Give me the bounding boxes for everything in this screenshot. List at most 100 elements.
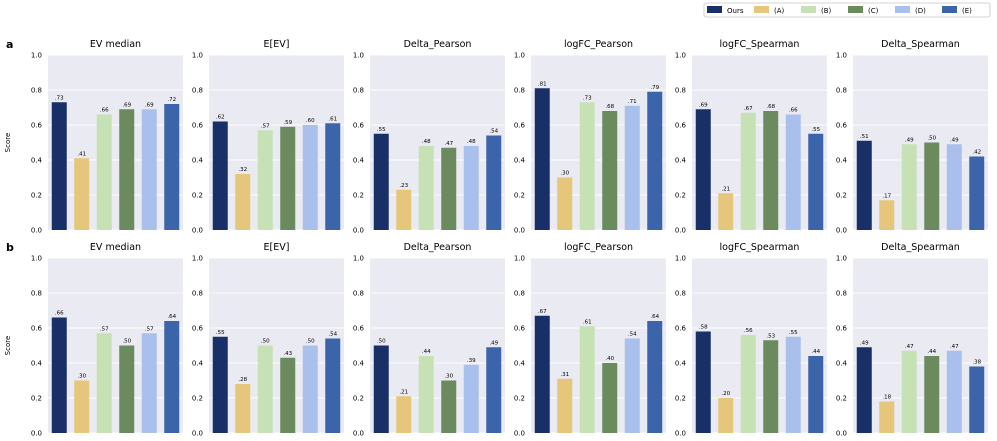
bar [856, 140, 872, 230]
bar [235, 384, 251, 433]
bar [51, 317, 67, 433]
subplot: 0.0 0.2 0.4 0.6 0.8 1.0 logFC_Spearman .58 .20 .5… [675, 242, 827, 438]
bar-value-label: .32 [238, 167, 247, 173]
plot-background [48, 55, 183, 230]
bar [647, 91, 663, 230]
bar [740, 112, 756, 230]
plot-background [531, 55, 666, 230]
bar-value-label: .79 [650, 85, 659, 91]
bar [441, 380, 457, 433]
bar [740, 335, 756, 433]
subplot-title: EV median [90, 39, 141, 50]
bar [486, 347, 502, 433]
bar-value-label: .73 [583, 95, 592, 101]
y-tick-label: 0.8 [192, 87, 203, 95]
y-tick-label: 0.2 [514, 395, 525, 403]
y-tick-label: 1.0 [836, 255, 847, 263]
bar-value-label: .30 [77, 374, 86, 380]
bar [763, 111, 779, 230]
legend-swatch [895, 6, 910, 13]
bar-value-label: .67 [538, 309, 547, 315]
y-tick-label: 0.8 [192, 290, 203, 298]
legend-swatch [848, 6, 863, 13]
bar-value-label: .47 [905, 344, 914, 350]
legend-item: Ours [707, 6, 744, 15]
legend-swatch [754, 6, 769, 13]
bar-value-label: .44 [422, 349, 431, 355]
y-tick-label: 0.4 [675, 360, 687, 368]
y-tick-label: 0.0 [836, 430, 847, 438]
bar-value-label: .61 [328, 116, 337, 122]
bar-value-label: .57 [261, 123, 270, 129]
subplot-title: Delta_Spearman [881, 242, 960, 253]
plot-background [853, 55, 988, 230]
bar [257, 130, 273, 230]
y-tick-label: 1.0 [353, 52, 364, 60]
bar [808, 356, 824, 433]
bar [325, 123, 341, 230]
bar [557, 177, 573, 230]
bar-value-label: .66 [100, 108, 109, 114]
y-tick-label: 0.4 [192, 360, 204, 368]
chart-panels: a Score b Score 0.0 0.2 0.4 0.6 0.8 1.0 EV median.… [4, 38, 988, 438]
y-tick-label: 0.2 [353, 395, 364, 403]
bar-value-label: .49 [950, 137, 959, 143]
y-tick-label: 0.2 [514, 192, 525, 200]
y-tick-label: 1.0 [675, 52, 686, 60]
y-tick-label: 1.0 [192, 52, 203, 60]
plot-background [853, 258, 988, 433]
bar-value-label: .81 [538, 81, 547, 87]
subplot-title: logFC_Pearson [564, 242, 633, 253]
bar [51, 102, 67, 230]
legend-label: (C) [868, 7, 879, 15]
bar [280, 126, 296, 230]
y-tick-label: 0.4 [675, 157, 687, 165]
y-tick-label: 0.4 [192, 157, 204, 165]
y-tick-label: 0.4 [353, 157, 365, 165]
bar-value-label: .55 [216, 330, 225, 336]
bar-value-label: .50 [927, 136, 936, 142]
bar [141, 109, 157, 230]
bar [96, 114, 112, 230]
y-tick-label: 0.0 [514, 430, 525, 438]
y-tick-label: 0.4 [31, 360, 43, 368]
bar [96, 333, 112, 433]
y-tick-label: 0.0 [353, 430, 364, 438]
bar-value-label: .61 [583, 319, 592, 325]
bar [534, 88, 550, 230]
bar-value-label: .41 [77, 151, 86, 157]
bar-value-label: .17 [882, 193, 891, 199]
bar-value-label: .56 [744, 328, 753, 334]
y-tick-label: 0.2 [836, 395, 847, 403]
subplot-title: logFC_Pearson [564, 39, 633, 50]
bar-value-label: .20 [721, 391, 730, 397]
bar [486, 135, 502, 230]
bar [302, 125, 318, 230]
bar [969, 156, 985, 230]
legend-item: (B) [801, 6, 832, 15]
bar-value-label: .54 [489, 129, 498, 135]
y-tick-label: 0.6 [514, 122, 526, 130]
bar-value-label: .42 [972, 150, 981, 156]
bar-value-label: .57 [100, 326, 109, 332]
y-tick-label: 0.2 [31, 395, 42, 403]
subplot-title: E[EV] [264, 242, 290, 253]
bar-value-label: .66 [789, 108, 798, 114]
legend-swatch [707, 6, 722, 13]
bar [463, 364, 479, 433]
bar-value-label: .72 [167, 97, 176, 103]
y-tick-label: 0.2 [192, 395, 203, 403]
bar [763, 340, 779, 433]
legend-label: (D) [915, 7, 926, 15]
bar-value-label: .21 [721, 186, 730, 192]
plot-background [48, 258, 183, 433]
subplot: 0.0 0.2 0.4 0.6 0.8 1.0 E[EV] .62 .32 .57 .59 .60 .6… [192, 39, 344, 235]
bar-value-label: .62 [216, 115, 225, 121]
y-tick-label: 0.2 [31, 192, 42, 200]
bar [901, 144, 917, 230]
bar-value-label: .66 [55, 311, 64, 317]
bar-value-label: .54 [628, 332, 637, 338]
legend-item: (C) [848, 6, 879, 15]
bar-value-label: .53 [766, 333, 775, 339]
bar [785, 114, 801, 230]
